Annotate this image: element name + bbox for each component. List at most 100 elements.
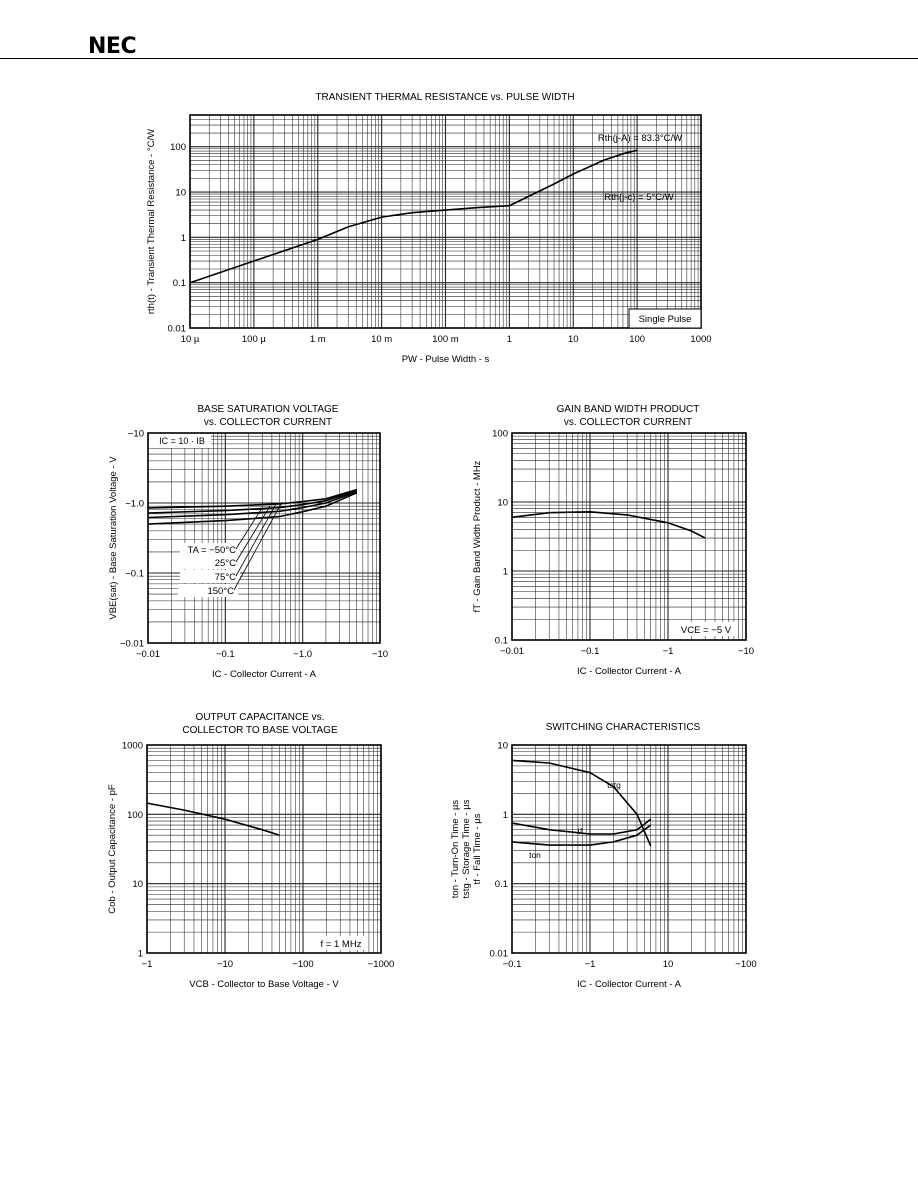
series-line-1	[147, 488, 357, 509]
x-tick-label: −0.01	[136, 649, 160, 660]
y-axis-label: Cob - Output Capacitance - pF	[107, 784, 118, 914]
plot-frame	[146, 744, 382, 954]
x-tick-label: −1000	[368, 959, 395, 970]
grid-lines	[511, 432, 747, 641]
y-tick-label: 1	[503, 567, 508, 578]
y-tick-label: 1000	[122, 741, 143, 752]
y-tick-label: 100	[170, 142, 186, 153]
annotation-single-pulse: Single Pulse	[639, 314, 692, 325]
x-tick-label: −10	[217, 959, 233, 970]
label-backdrop	[180, 543, 240, 556]
x-tick-label: −1	[663, 646, 674, 657]
annotation-vce: VCE = −5 V	[681, 625, 732, 636]
x-tick-label: 10	[568, 334, 579, 345]
y-tick-label: 10	[497, 741, 508, 752]
x-tick-label: 1	[507, 334, 512, 345]
y-tick-label: −1.0	[125, 499, 144, 510]
x-tick-label: −100	[292, 959, 313, 970]
label-backdrop	[180, 570, 240, 583]
label-backdrop	[180, 556, 240, 569]
annotation-temp: 75°C	[215, 572, 236, 583]
series-line-1	[511, 510, 706, 539]
chart-title: COLLECTOR TO BASE VOLTAGE	[182, 725, 338, 736]
y-tick-label: 0.01	[168, 324, 187, 335]
series-label-tf: tf	[578, 826, 583, 836]
x-tick-label: −1.0	[293, 649, 312, 660]
plot-frame	[511, 432, 747, 641]
chart-title: GAIN BAND WIDTH PRODUCT	[557, 404, 700, 415]
x-tick-label: 100	[629, 334, 645, 345]
label-backdrop	[676, 622, 738, 636]
y-tick-label: 0.1	[173, 278, 186, 289]
annotation-ic-ib: IC = 10 · IB	[159, 436, 205, 446]
y-tick-label: −0.01	[120, 639, 144, 650]
x-tick-label: −1	[585, 959, 596, 970]
annotation-rth-ja: Rth(j-A) = 83.3°C/W	[598, 133, 682, 144]
plot-frame	[189, 114, 702, 329]
y-tick-label: 0.1	[495, 879, 508, 890]
y-tick-label: 0.1	[495, 636, 508, 647]
y-tick-label: −10	[128, 429, 144, 440]
x-tick-label: −0.1	[503, 959, 522, 970]
series-line-1	[146, 802, 280, 836]
x-tick-label: 10 µ	[181, 334, 200, 345]
series-line-1	[189, 149, 638, 284]
label-backdrop	[314, 936, 368, 950]
x-tick-label: −1	[142, 959, 153, 970]
y-tick-label: 0.01	[490, 949, 509, 960]
annotation-temp: TA = −50°C	[187, 545, 236, 556]
x-axis-label: VCB - Collector to Base Voltage - V	[189, 979, 339, 990]
annotation-leader	[235, 507, 263, 550]
plot-frame	[147, 432, 381, 644]
header-rule	[0, 58, 918, 59]
annotation-freq: f = 1 MHz	[321, 939, 362, 950]
x-tick-label: −100	[735, 959, 756, 970]
y-axis-label: tstg - Storage Time - µs	[461, 799, 472, 898]
grid-lines	[189, 114, 702, 329]
y-axis-label: VBE(sat) - Base Saturation Voltage - V	[108, 456, 119, 620]
chart-title: TRANSIENT THERMAL RESISTANCE vs. PULSE W…	[315, 92, 574, 103]
label-backdrop	[149, 434, 211, 448]
x-tick-label: −10	[372, 649, 388, 660]
series-line-3	[147, 490, 357, 519]
y-tick-label: 1	[503, 810, 508, 821]
y-tick-label: 10	[132, 879, 143, 890]
x-tick-label: 10 m	[371, 334, 392, 345]
series-line-2	[147, 489, 357, 514]
chart-title: SWITCHING CHARACTERISTICS	[546, 722, 701, 733]
x-axis-label: IC - Collector Current - A	[577, 979, 682, 990]
series-label-ton: ton	[529, 850, 541, 860]
series-line-3	[511, 824, 652, 846]
y-tick-label: 100	[492, 429, 508, 440]
label-backdrop	[178, 584, 238, 597]
y-axis-label: rth(t) - Transient Thermal Resistance - …	[146, 129, 157, 314]
chart-title: vs. COLLECTOR CURRENT	[564, 417, 692, 428]
x-tick-label: 10	[663, 959, 674, 970]
x-tick-label: 100 m	[432, 334, 458, 345]
grid-lines	[146, 744, 382, 954]
annotation-temp: 25°C	[215, 558, 236, 569]
annotation-leader	[235, 505, 271, 563]
x-tick-label: 1000	[690, 334, 711, 345]
x-tick-label: −0.1	[216, 649, 235, 660]
x-tick-label: 100 µ	[242, 334, 266, 345]
annotation-leader	[235, 503, 277, 577]
y-tick-label: 10	[497, 498, 508, 509]
chart-title: vs. COLLECTOR CURRENT	[204, 417, 332, 428]
grid-lines	[511, 744, 747, 954]
single-pulse-box	[628, 308, 702, 329]
y-tick-label: 10	[175, 188, 186, 199]
x-tick-label: 1 m	[310, 334, 326, 345]
x-axis-label: IC - Collector Current - A	[212, 669, 317, 680]
annotation-temp: 150°C	[207, 586, 234, 597]
nec-logo: NEC	[88, 34, 137, 59]
x-axis-label: IC - Collector Current - A	[577, 666, 682, 677]
series-line-4	[147, 492, 358, 525]
y-axis-label: fT - Gain Band Width Product - MHz	[472, 460, 483, 612]
y-tick-label: 1	[138, 949, 143, 960]
x-tick-label: −0.1	[581, 646, 600, 657]
series-label-tstg: tstg	[607, 780, 621, 790]
y-tick-label: −0.1	[125, 569, 144, 580]
y-axis-label: tf - Fall Time - µs	[472, 813, 483, 884]
annotation-leader	[233, 501, 283, 591]
